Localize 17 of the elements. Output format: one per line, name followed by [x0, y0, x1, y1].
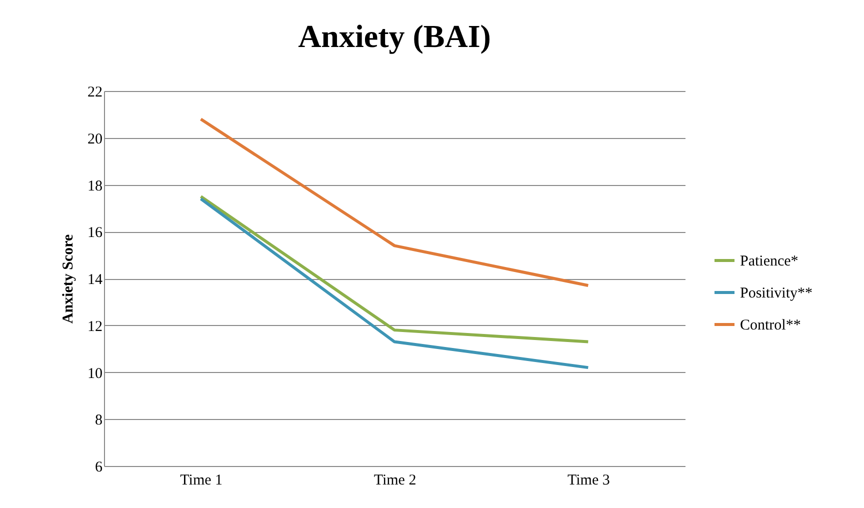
x-tick-label: Time 2	[374, 472, 416, 488]
y-tick-label: 6	[95, 460, 103, 476]
y-tick-label: 18	[88, 178, 102, 194]
y-tick-label: 14	[88, 272, 103, 288]
y-tick-label: 12	[88, 318, 102, 335]
y-axis-title: Anxiety Score	[60, 234, 76, 324]
y-tick-label: 22	[88, 84, 102, 100]
chart-title: Anxiety (BAI)	[298, 18, 491, 54]
legend-label: Control**	[740, 318, 801, 334]
y-tick-label: 8	[95, 412, 102, 429]
legend-label: Positivity**	[740, 286, 813, 302]
legend-label: Patience*	[740, 254, 798, 270]
x-tick-label: Time 1	[180, 472, 223, 488]
y-tick-label: 10	[88, 366, 102, 382]
x-tick-label: Time 3	[567, 472, 610, 488]
y-tick-label: 20	[88, 131, 102, 148]
y-tick-label: 16	[88, 225, 103, 242]
